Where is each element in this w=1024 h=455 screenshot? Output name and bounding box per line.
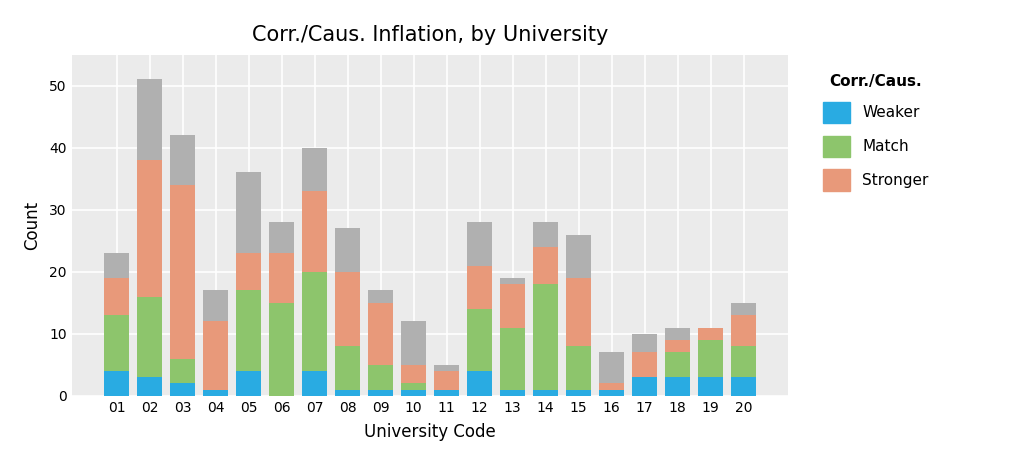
Bar <box>237 371 261 396</box>
Bar <box>369 290 393 303</box>
Bar <box>269 303 294 396</box>
Bar <box>302 272 327 371</box>
Bar <box>698 340 723 377</box>
Bar <box>599 353 624 384</box>
Bar <box>203 321 228 389</box>
Bar <box>500 389 525 396</box>
Bar <box>170 185 195 359</box>
Bar <box>599 389 624 396</box>
Bar <box>104 371 129 396</box>
Bar <box>467 371 492 396</box>
Bar <box>170 384 195 396</box>
Bar <box>566 234 591 278</box>
Bar <box>731 377 756 396</box>
Bar <box>698 377 723 396</box>
Bar <box>632 334 657 353</box>
Bar <box>534 389 558 396</box>
Bar <box>335 272 360 346</box>
Bar <box>731 303 756 315</box>
Bar <box>369 303 393 365</box>
Bar <box>599 384 624 389</box>
Bar <box>500 284 525 328</box>
Legend: Weaker, Match, Stronger: Weaker, Match, Stronger <box>810 62 941 203</box>
Bar <box>632 353 657 377</box>
Bar <box>104 253 129 278</box>
Bar <box>104 278 129 315</box>
Bar <box>566 346 591 389</box>
Bar <box>534 284 558 389</box>
Bar <box>137 377 162 396</box>
Bar <box>237 290 261 371</box>
Bar <box>632 377 657 396</box>
Bar <box>666 377 690 396</box>
Bar <box>666 353 690 377</box>
Bar <box>534 222 558 247</box>
Bar <box>434 365 459 371</box>
Title: Corr./Caus. Inflation, by University: Corr./Caus. Inflation, by University <box>252 25 608 45</box>
Bar <box>500 278 525 284</box>
Bar <box>401 321 426 365</box>
Bar <box>434 371 459 389</box>
Bar <box>137 297 162 377</box>
Bar <box>302 148 327 191</box>
Bar <box>401 389 426 396</box>
Bar <box>203 389 228 396</box>
Bar <box>104 315 129 371</box>
Bar <box>467 309 492 371</box>
Bar <box>666 328 690 340</box>
Bar <box>302 371 327 396</box>
Bar <box>269 222 294 253</box>
X-axis label: University Code: University Code <box>365 423 496 441</box>
Bar <box>302 191 327 272</box>
Bar <box>731 346 756 377</box>
Bar <box>434 389 459 396</box>
Bar <box>666 340 690 353</box>
Bar <box>698 328 723 340</box>
Bar <box>170 359 195 384</box>
Bar <box>335 389 360 396</box>
Bar <box>237 172 261 253</box>
Bar <box>566 389 591 396</box>
Bar <box>401 365 426 384</box>
Bar <box>369 389 393 396</box>
Bar <box>237 253 261 290</box>
Bar <box>335 346 360 389</box>
Bar <box>401 384 426 389</box>
Bar <box>731 315 756 346</box>
Bar <box>369 365 393 389</box>
Bar <box>137 160 162 297</box>
Bar <box>534 247 558 284</box>
Bar <box>137 80 162 160</box>
Bar <box>203 290 228 321</box>
Bar <box>566 278 591 346</box>
Bar <box>269 253 294 303</box>
Y-axis label: Count: Count <box>23 201 41 250</box>
Bar <box>500 328 525 389</box>
Bar <box>170 135 195 185</box>
Bar <box>335 228 360 272</box>
Bar <box>467 266 492 309</box>
Bar <box>467 222 492 266</box>
